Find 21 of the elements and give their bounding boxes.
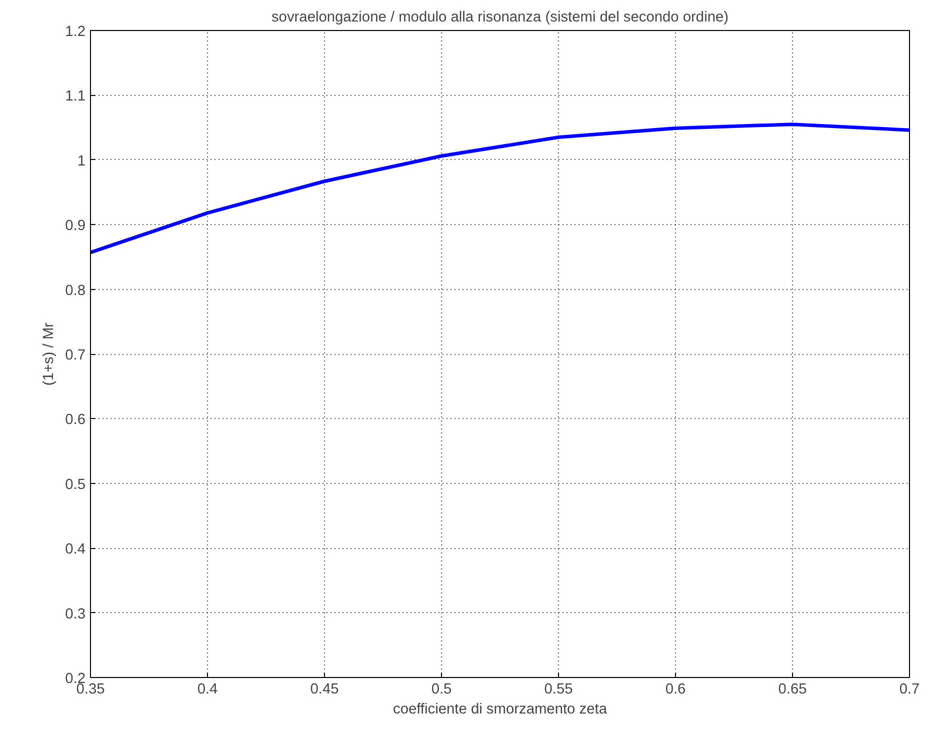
y-tick-label: 0.3: [65, 606, 86, 622]
y-tick-label: 0.4: [65, 542, 86, 558]
x-tick-label: 0.4: [197, 682, 218, 698]
y-tick-label: 1.2: [65, 24, 86, 40]
x-tick-label: 0.45: [310, 682, 339, 698]
x-tick-label: 0.6: [665, 682, 686, 698]
x-tick-label: 0.65: [778, 682, 807, 698]
line-series: [90, 122, 910, 254]
x-axis-title: coefficiente di smorzamento zeta: [393, 702, 608, 718]
y-axis-title: (1+s) / Mr: [41, 322, 58, 386]
x-tick-label: 0.55: [544, 682, 573, 698]
x-tick-label: 0.7: [899, 682, 920, 698]
y-tick-label: 1.1: [65, 88, 86, 105]
y-tick-label: 0.8: [65, 282, 86, 299]
y-tick-label: 1: [77, 153, 86, 170]
x-tick-label: 0.5: [431, 682, 452, 698]
y-tick-label: 0.6: [65, 412, 86, 428]
y-tick-label: 0.9: [65, 218, 86, 234]
y-tick-label: 0.7: [65, 348, 86, 364]
chart-title: sovraelongazione / modulo alla risonanza (sistemi del secondo ordine): [271, 10, 729, 26]
y-tick-label: 0.5: [65, 476, 86, 493]
